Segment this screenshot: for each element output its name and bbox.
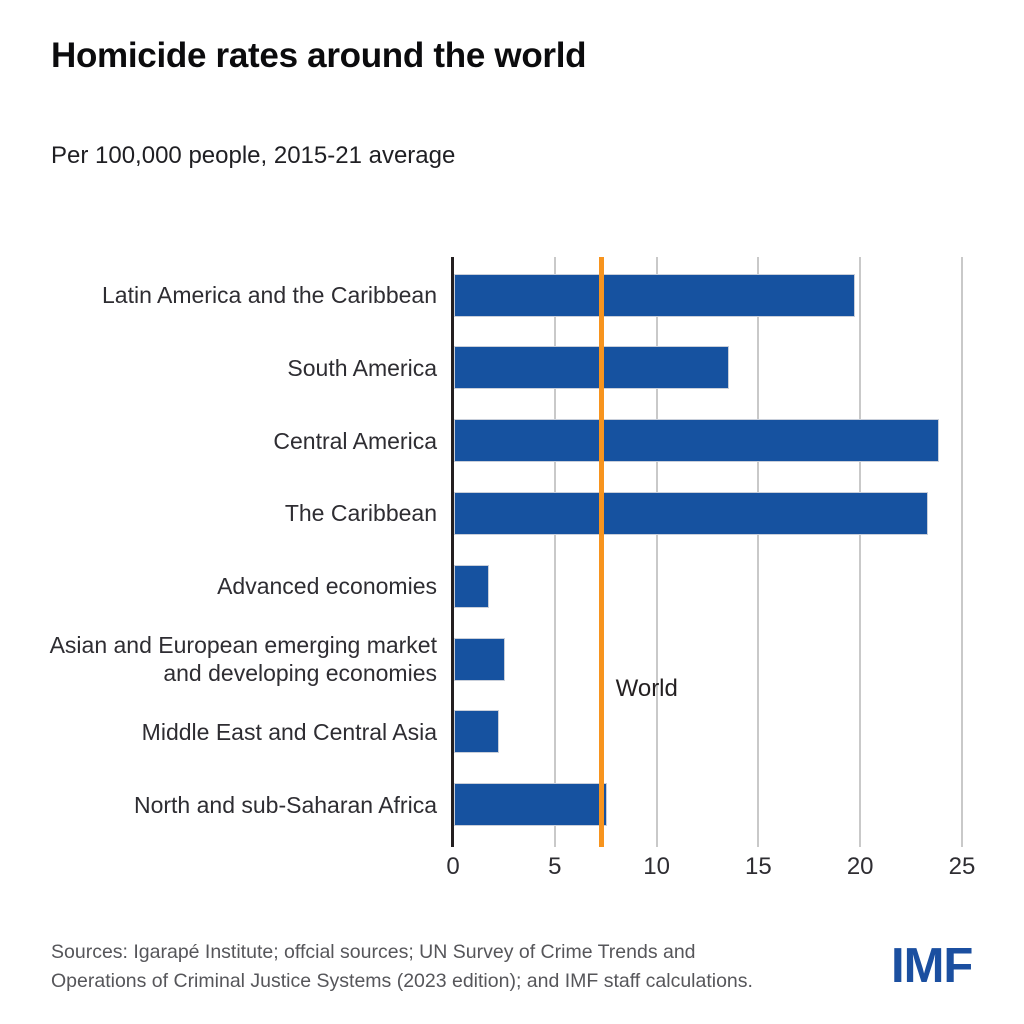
chart-title: Homicide rates around the world (51, 36, 587, 75)
world-label: World (615, 675, 678, 702)
category-label: North and sub-Saharan Africa (133, 791, 437, 818)
bar (454, 783, 607, 827)
bar (454, 419, 939, 463)
gridline (553, 257, 556, 847)
category-label: Latin America and the Caribbean (102, 281, 437, 308)
category-label: Asian and European emerging market and d… (49, 631, 437, 686)
gridline (757, 257, 760, 847)
category-label: South America (287, 354, 437, 381)
category-label: Middle East and Central Asia (141, 718, 437, 745)
chart-subtitle: Per 100,000 people, 2015-21 average (51, 142, 456, 169)
x-tick-label: 0 (446, 853, 460, 880)
bar (454, 710, 499, 754)
source-line-1: Sources: Igarapé Institute; offcial sour… (51, 941, 696, 963)
bar (454, 637, 505, 681)
gridline (859, 257, 862, 847)
bar (454, 346, 729, 390)
source-line-2: Operations of Criminal Justice Systems (… (51, 970, 753, 992)
y-axis-line (451, 257, 454, 847)
x-tick-label: 5 (548, 853, 562, 880)
gridline (961, 257, 963, 847)
bar (454, 491, 929, 535)
source-note: Sources: Igarapé Institute; offcial sour… (51, 938, 753, 996)
x-tick-label: 20 (846, 853, 874, 880)
world-reference-line (599, 257, 605, 847)
category-label: Central America (273, 427, 437, 454)
bar (454, 564, 489, 608)
imf-logo: IMF (891, 939, 973, 993)
category-label: The Caribbean (284, 500, 437, 527)
x-tick-label: 10 (643, 853, 670, 880)
x-tick-label: 25 (948, 853, 976, 880)
bar (454, 273, 856, 317)
x-tick-label: 15 (745, 853, 772, 880)
gridline (655, 257, 658, 847)
category-label: Advanced economies (217, 573, 437, 600)
